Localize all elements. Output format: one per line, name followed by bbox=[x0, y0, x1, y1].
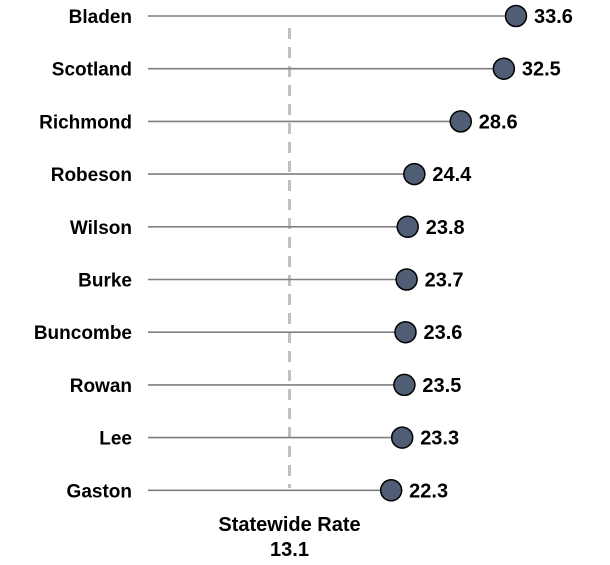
category-label: Scotland bbox=[52, 60, 132, 81]
lollipop-marker bbox=[395, 268, 418, 291]
chart-row: Robeson 24.4 bbox=[51, 162, 472, 186]
chart-row: Buncombe 23.6 bbox=[34, 320, 463, 344]
chart-row: Scotland 32.5 bbox=[52, 57, 561, 81]
category-label: Robeson bbox=[51, 165, 132, 186]
category-label: Wilson bbox=[70, 218, 132, 239]
statewide-reference: Statewide Rate 13.1 bbox=[218, 28, 361, 561]
value-label: 28.6 bbox=[479, 111, 518, 133]
category-label: Lee bbox=[99, 429, 132, 450]
value-label: 24.4 bbox=[432, 164, 472, 186]
category-label: Burke bbox=[78, 271, 132, 292]
value-label: 23.5 bbox=[422, 375, 461, 397]
category-label: Richmond bbox=[39, 112, 132, 133]
statewide-rate-value: 13.1 bbox=[270, 539, 309, 561]
category-label: Buncombe bbox=[34, 323, 132, 344]
category-label: Bladen bbox=[69, 7, 132, 28]
lollipop-marker bbox=[403, 162, 426, 186]
value-label: 32.5 bbox=[522, 59, 561, 81]
lollipop-marker bbox=[504, 4, 528, 28]
category-label: Gaston bbox=[67, 481, 132, 502]
lollipop-marker bbox=[379, 479, 403, 502]
value-label: 23.3 bbox=[420, 428, 459, 450]
value-label: 23.8 bbox=[426, 217, 465, 239]
lollipop-marker bbox=[393, 373, 416, 397]
chart-row: Rowan 23.5 bbox=[70, 373, 461, 397]
lollipop-marker bbox=[390, 426, 414, 449]
chart-row: Wilson 23.8 bbox=[70, 215, 465, 239]
value-label: 23.7 bbox=[425, 270, 464, 292]
chart-row: Richmond 28.6 bbox=[39, 110, 518, 133]
lollipop-marker bbox=[492, 57, 516, 80]
value-label: 22.3 bbox=[409, 480, 448, 502]
chart-rows: Bladen 33.6 Scotland 32.5 Richmond 28.6 Robeso… bbox=[34, 4, 573, 502]
chart-row: Lee 23.3 bbox=[99, 426, 459, 450]
statewide-rate-label: Statewide Rate bbox=[218, 514, 360, 536]
chart-row: Bladen 33.6 bbox=[69, 4, 573, 28]
chart-row: Burke 23.7 bbox=[78, 268, 464, 292]
category-label: Rowan bbox=[70, 376, 132, 397]
lollipop-marker bbox=[396, 215, 419, 239]
lollipop-marker bbox=[394, 320, 417, 344]
value-label: 33.6 bbox=[534, 6, 573, 28]
lollipop-marker bbox=[449, 110, 473, 133]
chart-row: Gaston 22.3 bbox=[67, 479, 448, 502]
value-label: 23.6 bbox=[424, 322, 463, 344]
